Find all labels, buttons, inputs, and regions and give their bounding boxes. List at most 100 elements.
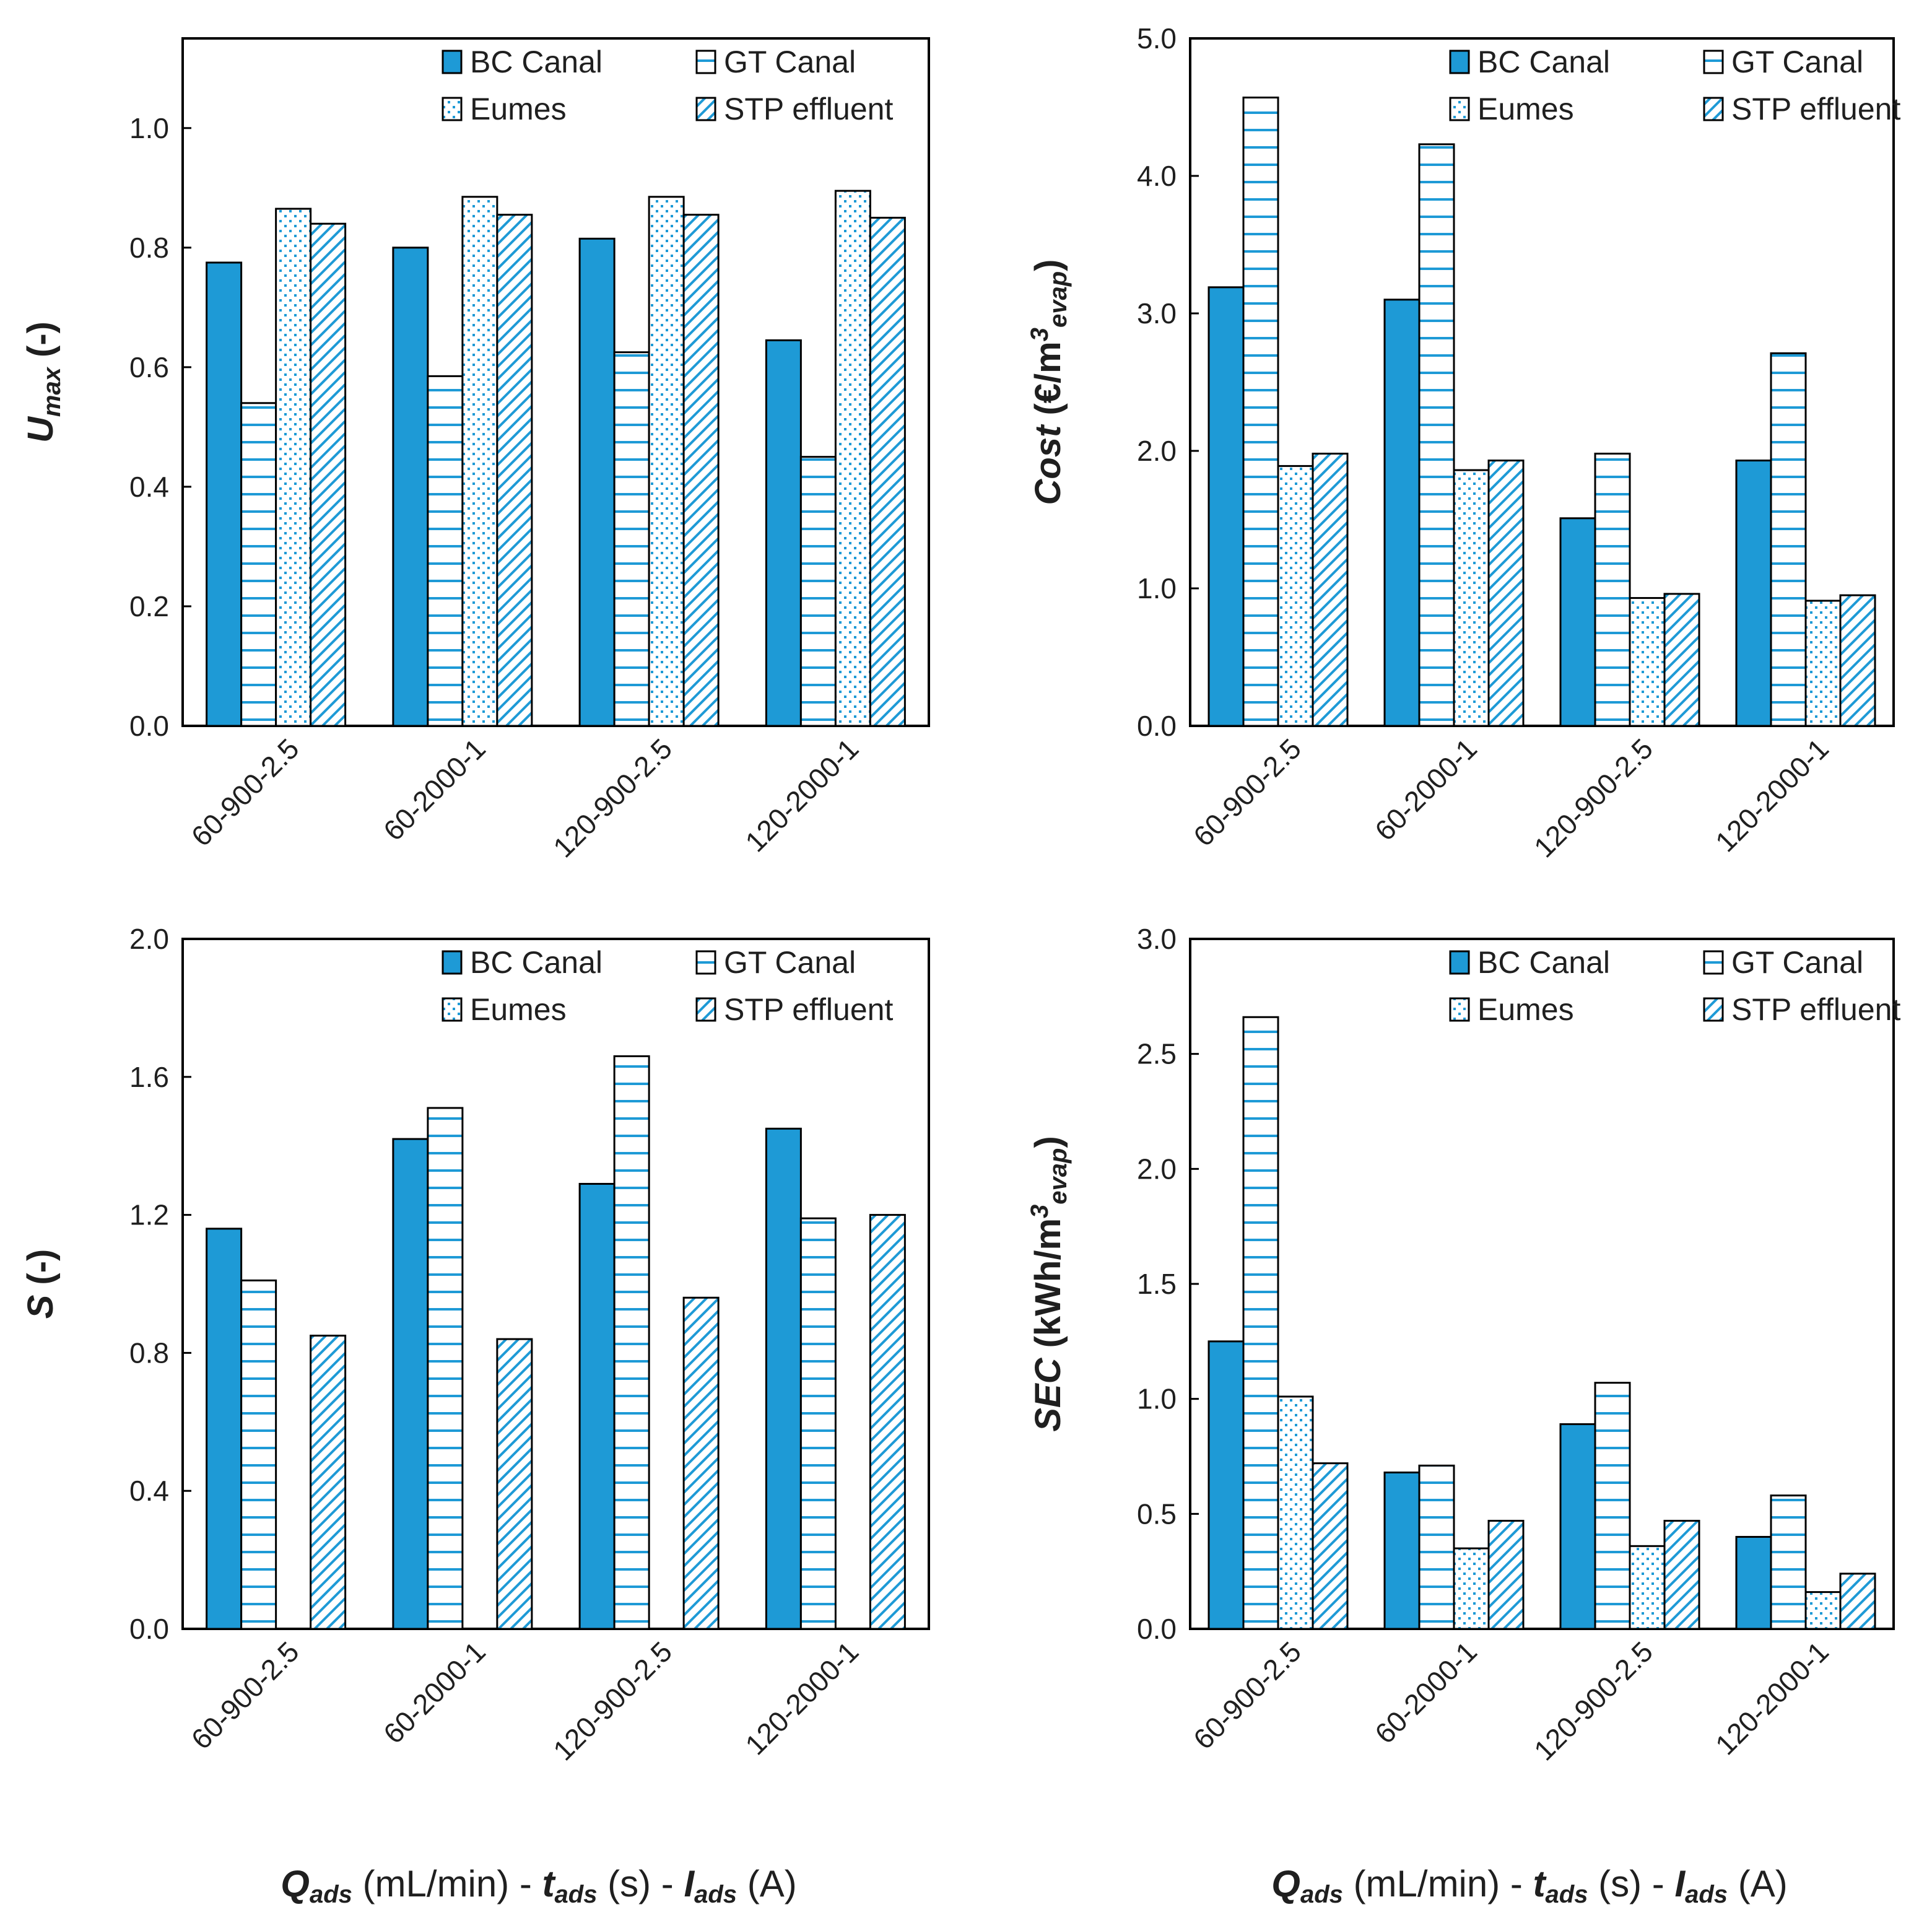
bar-bc-canal-120-2000-1 <box>1735 1535 1772 1630</box>
bar-eumes-120-2000-1 <box>834 190 871 727</box>
x-axis-title-left: Qads (mL/min) - tads (s) - Iads (A) <box>281 1863 796 1908</box>
bar-gt-canal-120-900-2-5 <box>613 1055 650 1630</box>
legend-label-stp-effluent: STP effluent <box>724 92 893 126</box>
bar-gt-canal-60-900-2-5 <box>240 402 277 727</box>
bar-eumes-60-900-2-5 <box>1277 1395 1314 1630</box>
bar-eumes-60-2000-1 <box>1453 469 1490 727</box>
y-tick-label: 0.8 <box>129 1337 169 1369</box>
legend-label-bc-canal: BC Canal <box>1477 945 1610 980</box>
x-tick-label: 120-900-2.5 <box>547 1635 678 1766</box>
y-tick-label: 0.5 <box>1137 1498 1177 1530</box>
bar-eumes-60-2000-1 <box>461 196 498 727</box>
y-tick-label: 2.0 <box>129 923 169 955</box>
bar-stp-effluent-120-900-2-5 <box>682 1296 720 1630</box>
legend-swatch-stp-effluent <box>695 997 716 1022</box>
bar-gt-canal-60-2000-1 <box>427 1107 464 1630</box>
x-tick-label: 60-900-2.5 <box>1187 732 1307 852</box>
bar-gt-canal-60-2000-1 <box>1418 1464 1455 1630</box>
bar-eumes-120-900-2-5 <box>1629 597 1666 727</box>
legend-label-gt-canal: GT Canal <box>1731 945 1863 980</box>
legend-label-eumes: Eumes <box>1477 92 1574 126</box>
legend-swatch-bc-canal <box>442 950 463 975</box>
y-tick-label: 3.0 <box>1137 297 1177 329</box>
legend-label-eumes: Eumes <box>470 992 567 1027</box>
bar-eumes-60-2000-1 <box>1453 1547 1490 1630</box>
bar-gt-canal-60-900-2-5 <box>240 1279 277 1630</box>
bar-bc-canal-60-2000-1 <box>392 246 429 727</box>
x-tick-label: 120-900-2.5 <box>1528 1635 1659 1766</box>
bar-gt-canal-120-2000-1 <box>1770 1494 1807 1630</box>
bar-bc-canal-120-900-2-5 <box>578 237 616 727</box>
legend-swatch-gt-canal <box>695 50 716 74</box>
y-tick-label: 1.6 <box>129 1061 169 1093</box>
bar-bc-canal-120-900-2-5 <box>1559 1423 1596 1630</box>
plot-frame <box>1189 37 1895 727</box>
x-tick-label: 120-2000-1 <box>739 732 864 858</box>
y-tick-label: 0.0 <box>129 710 169 742</box>
bar-bc-canal-60-900-2-5 <box>1208 286 1245 727</box>
chart-panel-umax: 0.0 0.2 0.4 0.6 0.8 1.0 60-900-2.5 60-2000-1 120… <box>20 37 930 863</box>
bar-bc-canal-120-2000-1 <box>765 1127 802 1630</box>
bar-gt-canal-120-900-2-5 <box>613 351 650 727</box>
legend-swatch-bc-canal <box>442 50 463 74</box>
legend-swatch-gt-canal <box>1703 950 1724 975</box>
x-tick-label: 120-2000-1 <box>739 1635 864 1761</box>
bar-stp-effluent-60-2000-1 <box>496 1338 533 1630</box>
y-tick-label: 0.4 <box>129 1475 169 1507</box>
bar-stp-effluent-60-900-2-5 <box>1312 1462 1349 1630</box>
bar-gt-canal-120-2000-1 <box>1770 352 1807 727</box>
legend-label-bc-canal: BC Canal <box>470 945 603 980</box>
bar-stp-effluent-60-2000-1 <box>1487 1519 1525 1630</box>
y-tick-label: 0.0 <box>1137 710 1177 742</box>
bar-stp-effluent-60-900-2-5 <box>1312 452 1349 727</box>
bar-bc-canal-60-2000-1 <box>392 1138 429 1630</box>
bar-eumes-120-2000-1 <box>1804 600 1842 727</box>
bar-bc-canal-120-2000-1 <box>765 339 802 727</box>
bar-eumes-60-900-2-5 <box>1277 465 1314 727</box>
legend-swatch-stp-effluent <box>1703 997 1724 1022</box>
bar-bc-canal-60-2000-1 <box>1383 299 1421 727</box>
bar-eumes-60-900-2-5 <box>275 207 312 727</box>
bar-gt-canal-120-2000-1 <box>799 1217 837 1630</box>
bar-stp-effluent-120-2000-1 <box>869 217 906 727</box>
y-tick-label: 4.0 <box>1137 160 1177 192</box>
chart-panel-sec: 0.0 0.5 1.0 1.5 2.0 2.5 3.0 60-900-2.5 60-2000-1… <box>1026 923 1900 1766</box>
y-tick-label: 2.0 <box>1137 435 1177 467</box>
y-tick-label: 0.8 <box>129 232 169 264</box>
plot-frame <box>181 938 930 1630</box>
x-tick-label: 60-900-2.5 <box>185 732 305 852</box>
bar-gt-canal-60-2000-1 <box>1418 143 1455 727</box>
legend-swatch-bc-canal <box>1449 50 1470 74</box>
x-tick-label: 60-900-2.5 <box>185 1635 305 1755</box>
y-tick-label: 0.2 <box>129 590 169 622</box>
y-tick-label: 1.5 <box>1137 1268 1177 1300</box>
legend-label-stp-effluent: STP effluent <box>1731 92 1900 126</box>
bar-stp-effluent-120-2000-1 <box>869 1214 906 1630</box>
bar-gt-canal-120-900-2-5 <box>1594 1382 1631 1630</box>
bar-stp-effluent-60-2000-1 <box>496 214 533 727</box>
y-tick-label: 0.0 <box>129 1613 169 1645</box>
y-axis-title: Cost (€/m3evap) <box>1026 259 1072 505</box>
legend-swatch-eumes <box>1449 97 1470 121</box>
legend-swatch-gt-canal <box>695 950 716 975</box>
y-tick-label: 1.0 <box>1137 572 1177 604</box>
y-axis-title: S (-) <box>20 1249 61 1319</box>
legend-swatch-bc-canal <box>1449 950 1470 975</box>
x-tick-label: 120-900-2.5 <box>547 732 678 863</box>
x-tick-label: 120-2000-1 <box>1709 732 1835 858</box>
x-tick-label: 60-900-2.5 <box>1187 1635 1307 1755</box>
legend-label-stp-effluent: STP effluent <box>1731 992 1900 1027</box>
bar-bc-canal-60-900-2-5 <box>206 261 243 727</box>
legend-label-bc-canal: BC Canal <box>1477 45 1610 79</box>
y-tick-label: 0.4 <box>129 471 169 503</box>
bar-eumes-120-900-2-5 <box>1629 1545 1666 1630</box>
bar-gt-canal-60-900-2-5 <box>1242 96 1279 727</box>
y-tick-label: 1.0 <box>1137 1383 1177 1415</box>
y-tick-label: 0.6 <box>129 351 169 383</box>
chart-panel-cost: 0.0 1.0 2.0 3.0 4.0 5.0 60-900-2.5 60-2000-1 120… <box>1026 22 1900 863</box>
y-axis-title: Umax (-) <box>20 321 66 443</box>
legend-swatch-eumes <box>442 997 463 1022</box>
legend-label-gt-canal: GT Canal <box>724 45 856 79</box>
y-axis-title: SEC (kWh/m3evap) <box>1026 1136 1072 1432</box>
